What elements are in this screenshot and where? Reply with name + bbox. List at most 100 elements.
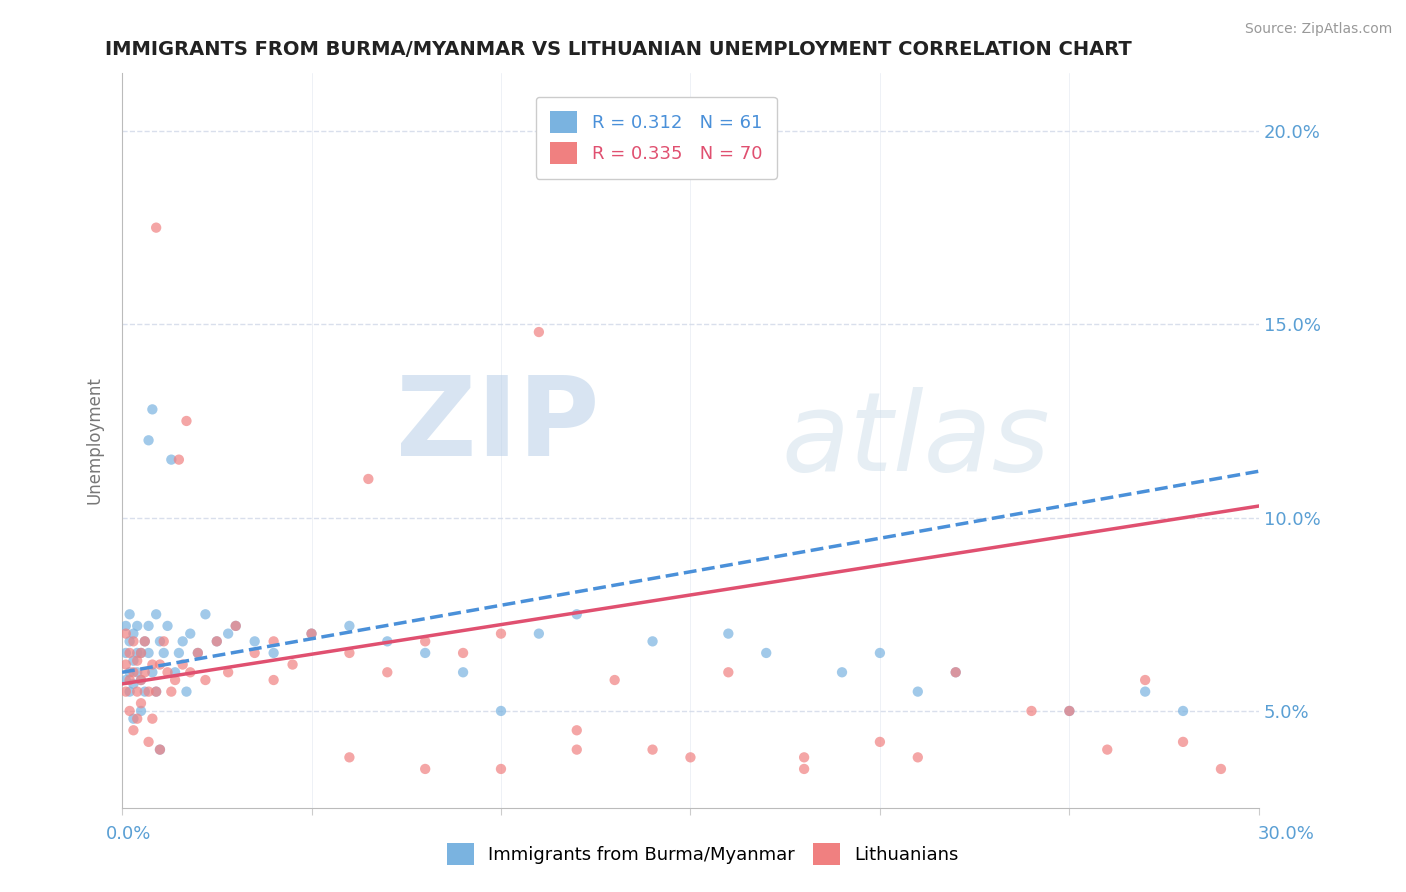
Point [138,619,160,633]
Point [145,684,167,698]
Point [122,723,145,738]
Point [375,665,398,680]
Point [339,646,361,660]
Point [225,619,247,633]
Point [187,646,209,660]
Point [301,626,323,640]
Point [134,684,156,698]
Point [205,634,228,648]
Point [243,646,266,660]
Point [149,742,172,756]
Point [1171,704,1194,718]
Point [565,723,588,738]
Point [1097,742,1119,756]
Point [1059,704,1081,718]
Point [156,619,179,633]
Point [225,619,247,633]
Point [194,607,217,622]
Point [641,634,664,648]
Point [160,452,183,467]
Y-axis label: Unemployment: Unemployment [86,376,103,504]
Point [717,626,740,640]
Point [1059,704,1081,718]
Point [141,712,163,726]
Point [129,696,152,710]
Point [179,665,201,680]
Point [134,634,156,648]
Point [679,750,702,764]
Point [115,673,138,687]
Point [118,646,141,660]
Point [129,704,152,718]
Point [122,677,145,691]
Point [527,325,550,339]
Point [149,657,172,672]
Point [118,673,141,687]
Point [413,646,436,660]
Point [793,750,815,764]
Point [413,634,436,648]
Point [118,634,141,648]
Point [149,742,172,756]
Point [565,742,588,756]
Point [176,684,198,698]
Point [122,626,145,640]
Point [263,646,285,660]
Point [357,472,380,486]
Point [127,646,149,660]
Point [160,684,183,698]
Point [565,607,588,622]
Point [156,665,179,680]
Text: 30.0%: 30.0% [1258,825,1315,843]
Point [263,634,285,648]
Point [127,654,149,668]
Point [243,634,266,648]
Point [149,634,172,648]
Point [301,626,323,640]
Point [755,646,778,660]
Point [129,673,152,687]
Point [145,684,167,698]
Point [118,704,141,718]
Point [167,452,190,467]
Point [489,626,512,640]
Point [127,665,149,680]
Point [127,684,149,698]
Point [172,657,194,672]
Text: IMMIGRANTS FROM BURMA/MYANMAR VS LITHUANIAN UNEMPLOYMENT CORRELATION CHART: IMMIGRANTS FROM BURMA/MYANMAR VS LITHUAN… [105,40,1132,59]
Point [122,654,145,668]
Point [217,626,239,640]
Point [451,646,474,660]
Point [1171,735,1194,749]
Point [115,684,138,698]
Point [831,665,853,680]
Point [907,684,929,698]
Point [263,673,285,687]
Text: atlas: atlas [782,387,1050,494]
Text: 0.0%: 0.0% [105,825,150,843]
Point [375,634,398,648]
Point [152,646,174,660]
Point [134,665,156,680]
Point [339,619,361,633]
Point [217,665,239,680]
Point [205,634,228,648]
Point [179,626,201,640]
Legend: Immigrants from Burma/Myanmar, Lithuanians: Immigrants from Burma/Myanmar, Lithuania… [437,834,969,874]
Point [641,742,664,756]
Text: ZIP: ZIP [396,372,599,479]
Point [869,646,891,660]
Text: Source: ZipAtlas.com: Source: ZipAtlas.com [1244,22,1392,37]
Point [167,646,190,660]
Point [122,712,145,726]
Point [141,657,163,672]
Point [145,220,167,235]
Point [145,607,167,622]
Point [281,657,304,672]
Point [945,665,967,680]
Point [118,665,141,680]
Legend: R = 0.312   N = 61, R = 0.335   N = 70: R = 0.312 N = 61, R = 0.335 N = 70 [536,96,776,178]
Point [138,646,160,660]
Point [793,762,815,776]
Point [115,619,138,633]
